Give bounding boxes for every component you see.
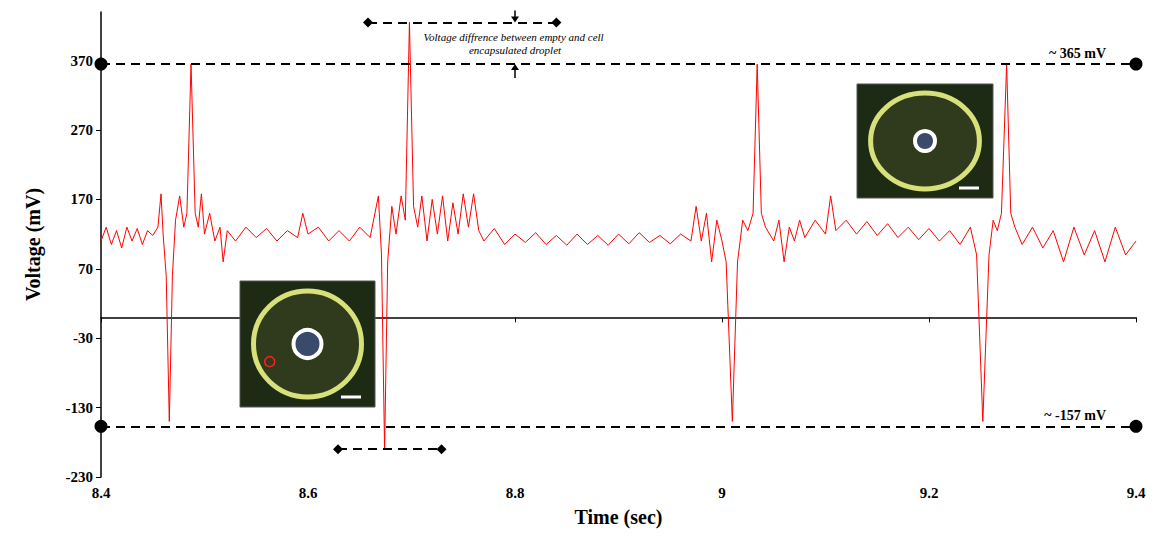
svg-text:9: 9 (718, 485, 726, 501)
svg-text:-30: -30 (73, 330, 93, 346)
svg-text:Time (sec): Time (sec) (575, 506, 663, 529)
svg-text:~ 365 mV: ~ 365 mV (1049, 46, 1106, 61)
svg-text:370: 370 (71, 53, 94, 69)
svg-text:encapsulated droplet: encapsulated droplet (469, 44, 562, 56)
svg-text:170: 170 (71, 191, 94, 207)
svg-text:70: 70 (78, 261, 93, 277)
svg-text:9.4: 9.4 (1127, 485, 1146, 501)
svg-text:8.6: 8.6 (299, 485, 318, 501)
svg-text:8.8: 8.8 (506, 485, 525, 501)
svg-text:Voltage (mV): Voltage (mV) (22, 188, 45, 301)
svg-text:8.4: 8.4 (92, 485, 111, 501)
svg-text:~ -157 mV: ~ -157 mV (1044, 408, 1106, 423)
svg-text:-230: -230 (66, 469, 94, 485)
svg-text:9.2: 9.2 (920, 485, 939, 501)
svg-text:270: 270 (71, 122, 94, 138)
svg-text:-130: -130 (66, 400, 94, 416)
svg-text:Voltage diffrence between empt: Voltage diffrence between empty and cell (424, 31, 607, 43)
